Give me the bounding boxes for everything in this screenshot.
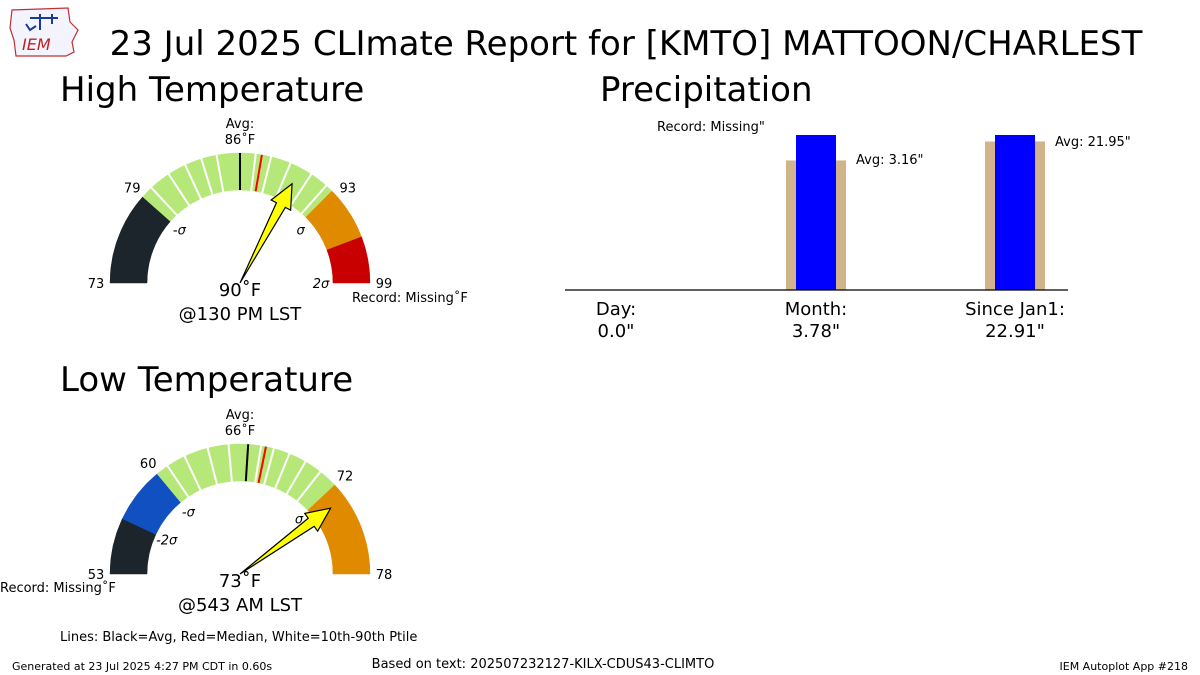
gauge-needle [239, 507, 332, 575]
page-title: 23 Jul 2025 CLImate Report for [KMTO] MA… [110, 24, 1143, 64]
avg-label: 66˚F [225, 423, 256, 439]
high-temperature-gauge: 73 79 93 99 -σ σ 2σ Avg:86˚F 90˚F @130 PM LST Reco… [88, 117, 468, 325]
percentile-line [253, 444, 263, 484]
precip-annotation: Avg: 3.16" [856, 153, 924, 168]
record-label: Record: Missing˚F [0, 580, 116, 596]
avg-label: 86˚F [225, 132, 256, 148]
sigma-label: σ [297, 223, 306, 238]
high-temp-title: High Temperature [60, 70, 364, 110]
weather-station-icon [25, 14, 58, 32]
percentile-line [167, 172, 191, 207]
precip-category-value: 3.78" [792, 321, 840, 342]
logo-text: IEM [22, 35, 51, 54]
percentile-line [227, 443, 233, 483]
gauge-tick-label: 78 [376, 568, 393, 583]
percentile-line [206, 446, 219, 486]
percentile-line [250, 152, 257, 192]
iowa-state-outline-icon [9, 7, 79, 57]
median-line [254, 154, 263, 192]
gauge-segment-orange [314, 497, 371, 575]
median-line [257, 446, 267, 484]
percentile-line [261, 155, 273, 194]
app-id-note: IEM Autoplot App #218 [1060, 660, 1189, 673]
sigma-label: 2σ [313, 277, 330, 292]
precip-observed-bar [796, 135, 836, 290]
precip-annotation: Avg: 21.95" [1055, 135, 1131, 150]
precip-category-label: Since Jan1: [965, 299, 1065, 320]
percentile-line [285, 460, 307, 496]
generated-note: Generated at 23 Jul 2025 4:27 PM CDT in … [12, 660, 272, 673]
gauge-segment-red [326, 236, 371, 284]
sigma-label: -2σ [156, 534, 178, 549]
precip-category-value: 0.0" [598, 321, 635, 342]
gauge-tick-label: 99 [376, 277, 393, 292]
avg-label: Avg: [226, 117, 254, 132]
percentile-line [289, 172, 313, 207]
precip-observed-bar [995, 135, 1035, 290]
gauge-tick-label: 73 [88, 277, 105, 292]
sigma-label: σ [295, 513, 304, 528]
precipitation-bar-chart: Day:0.0" Month:3.78" Since Jan1:22.91" Reco… [565, 120, 1131, 342]
observed-value-label: 90˚F [219, 280, 261, 301]
lines-legend: Lines: Black=Avg, Red=Median, White=10th… [60, 630, 417, 645]
iem-logo: IEM [9, 7, 79, 57]
percentile-line [200, 157, 214, 196]
percentile-line [296, 470, 322, 503]
percentile-line [183, 163, 203, 200]
gauge-tick-label: 53 [88, 568, 105, 583]
percentile-line [166, 464, 190, 499]
percentile-line [183, 455, 202, 492]
precip-category-label: Month: [785, 299, 847, 320]
precip-category-value: 22.91" [985, 321, 1045, 342]
source-text-note: Based on text: 202507232127-KILX-CDUS43-… [372, 657, 715, 672]
percentile-line [274, 452, 291, 490]
gauge-needle [239, 182, 293, 284]
sigma-label: -σ [173, 223, 187, 238]
observed-time-label: @130 PM LST [179, 304, 303, 325]
observed-time-label: @543 AM LST [178, 595, 303, 616]
percentile-line [150, 186, 179, 217]
percentile-line [263, 447, 276, 486]
percentile-line [274, 161, 292, 199]
gauge-tick-label: 60 [140, 457, 157, 472]
record-label: Record: Missing˚F [352, 290, 468, 306]
avg-label: Avg: [226, 408, 254, 423]
gauge-tick-label: 72 [337, 469, 354, 484]
low-temperature-gauge: 53 60 72 78 -2σ -σ σ Avg:66˚F 73˚F @543 AM LST Rec… [0, 408, 392, 616]
precip-title: Precipitation [600, 70, 813, 110]
gauge-tick-label: 93 [340, 182, 357, 197]
percentile-line [215, 153, 225, 193]
avg-line [244, 444, 250, 482]
sigma-label: -σ [182, 506, 196, 521]
precip-category-label: Day: [596, 299, 636, 320]
observed-value-label: 73˚F [219, 571, 261, 592]
gauge-tick-label: 79 [124, 182, 141, 197]
low-temp-title: Low Temperature [60, 360, 353, 400]
precip-annotation: Record: Missing" [657, 120, 765, 135]
percentile-line [300, 184, 328, 215]
